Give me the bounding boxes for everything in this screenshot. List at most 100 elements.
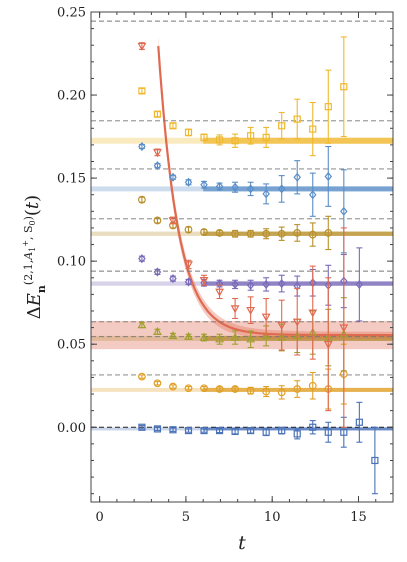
data-point xyxy=(293,172,302,182)
data-point xyxy=(231,137,239,145)
data-point xyxy=(200,180,208,190)
data-point xyxy=(278,426,286,435)
data-point xyxy=(293,385,302,393)
data-point xyxy=(262,229,271,238)
data-point xyxy=(231,279,239,289)
x-tick-label: 15 xyxy=(350,510,367,525)
data-point xyxy=(231,385,239,393)
data-point xyxy=(215,229,224,237)
data-point xyxy=(277,229,286,238)
y-tick-label: 0.00 xyxy=(57,421,86,436)
data-point xyxy=(215,181,224,191)
fit-band xyxy=(203,137,393,144)
data-point xyxy=(231,229,239,238)
y-tick-label: 0.20 xyxy=(57,89,86,104)
data-point xyxy=(230,332,240,341)
data-point xyxy=(169,382,177,391)
data-point xyxy=(184,261,193,270)
data-point xyxy=(246,334,256,343)
data-point xyxy=(308,381,317,390)
data-point xyxy=(246,184,255,194)
y-axis-title: ΔEn(2,1,A1+, S0)(t) xyxy=(21,195,48,319)
data-point xyxy=(309,125,317,133)
data-point xyxy=(168,217,178,226)
data-point xyxy=(231,427,239,436)
x-tick-label: 5 xyxy=(182,510,190,525)
data-point xyxy=(277,388,286,397)
data-point xyxy=(200,133,208,142)
data-point xyxy=(137,42,147,51)
data-point xyxy=(339,324,349,333)
data-point xyxy=(262,133,270,142)
y-tick-label: 0.15 xyxy=(57,172,86,187)
data-point xyxy=(184,277,193,287)
data-point xyxy=(293,229,302,237)
data-point xyxy=(324,428,332,436)
data-point xyxy=(246,280,255,290)
fit-band xyxy=(203,231,393,236)
data-point xyxy=(199,277,209,286)
data-point xyxy=(246,229,255,238)
decay-curve xyxy=(157,46,393,337)
data-point xyxy=(308,190,317,200)
data-point xyxy=(184,128,193,137)
data-point xyxy=(153,110,162,118)
plot-frame xyxy=(90,11,394,503)
data-point xyxy=(138,372,146,381)
data-point xyxy=(340,206,348,216)
data-point xyxy=(355,418,363,426)
data-point xyxy=(138,423,146,431)
y-tick-label: 0.05 xyxy=(57,338,86,353)
data-point xyxy=(153,161,162,171)
data-point xyxy=(340,428,348,436)
data-point xyxy=(355,279,364,289)
data-point xyxy=(184,225,193,234)
data-point xyxy=(200,278,208,288)
data-point xyxy=(262,279,270,289)
y-tick-label: 0.10 xyxy=(57,255,86,270)
data-point xyxy=(138,254,146,264)
data-point xyxy=(324,229,333,237)
data-point xyxy=(324,103,332,111)
data-point xyxy=(261,313,271,322)
data-point xyxy=(169,426,177,434)
data-point xyxy=(169,274,177,284)
data-point xyxy=(215,426,224,435)
data-point xyxy=(215,334,224,343)
data-point xyxy=(138,142,146,152)
data-point xyxy=(153,379,162,388)
data-point xyxy=(278,122,286,130)
data-point xyxy=(138,195,146,204)
data-point xyxy=(215,288,224,297)
data-point xyxy=(277,184,286,194)
x-tick-label: 10 xyxy=(264,510,281,525)
data-point xyxy=(215,136,224,144)
x-axis-title: t xyxy=(238,532,246,554)
data-point xyxy=(246,306,256,316)
data-point xyxy=(323,341,333,350)
data-point xyxy=(215,385,224,393)
data-point xyxy=(184,384,193,393)
data-point xyxy=(262,189,270,199)
data-point xyxy=(184,177,193,187)
data-point xyxy=(231,182,239,192)
data-point xyxy=(168,331,178,340)
x-tick-label: 0 xyxy=(95,510,103,525)
data-point xyxy=(169,172,177,182)
data-point xyxy=(309,423,317,431)
data-point xyxy=(153,149,162,158)
data-point xyxy=(262,387,271,396)
data-point xyxy=(246,386,255,395)
data-point xyxy=(277,279,286,289)
data-point xyxy=(230,305,240,314)
data-point xyxy=(200,384,208,393)
fit-band xyxy=(203,186,393,192)
data-point xyxy=(153,267,162,277)
data-point xyxy=(262,428,270,436)
data-point xyxy=(308,230,317,239)
data-point xyxy=(277,321,287,330)
data-point xyxy=(371,456,379,465)
data-point xyxy=(153,326,162,335)
data-point xyxy=(247,426,255,435)
